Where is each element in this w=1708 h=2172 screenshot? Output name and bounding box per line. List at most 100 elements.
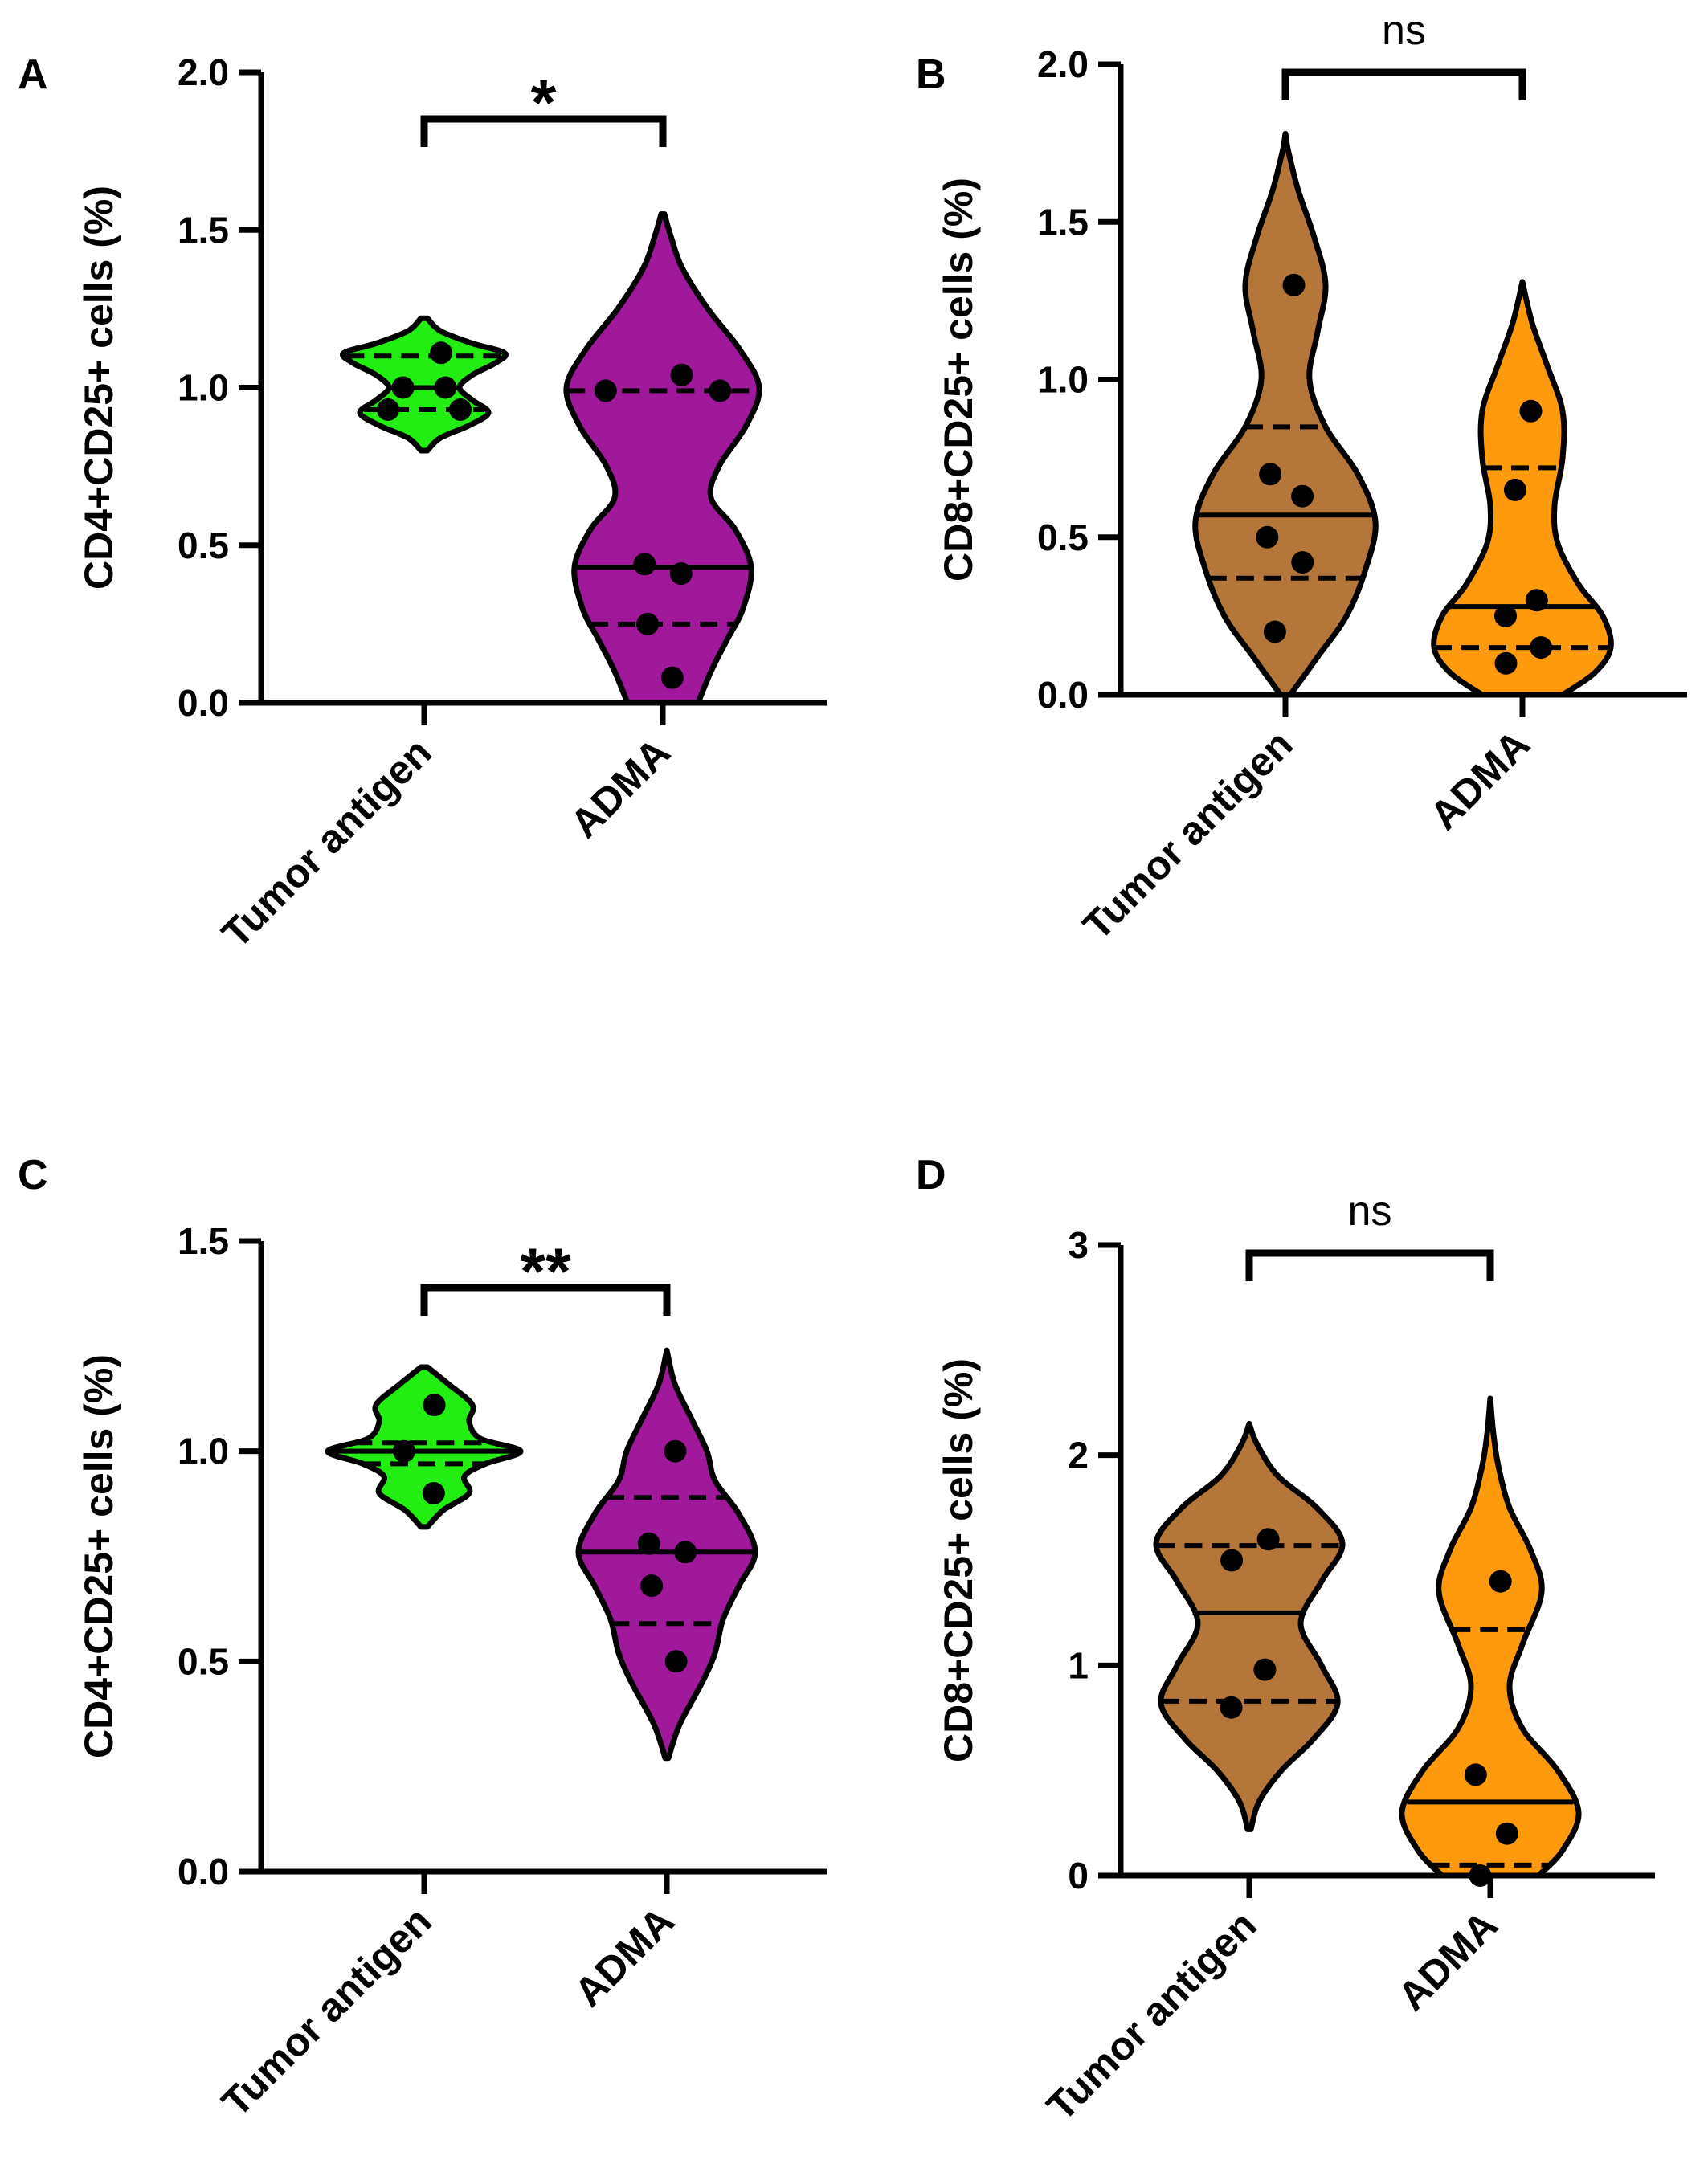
- y-tick-label: 1.0: [1037, 359, 1089, 401]
- data-point: [1220, 1549, 1244, 1572]
- y-tick-label: 1.0: [178, 1431, 229, 1472]
- violin-body: [325, 1364, 524, 1530]
- data-point: [669, 562, 693, 586]
- x-category-label: ADMA: [562, 729, 679, 847]
- panel-letter: D: [916, 1152, 946, 1198]
- y-tick-label: 1.5: [178, 209, 229, 251]
- x-category-label: ADMA: [1389, 1902, 1506, 2019]
- violin-adma: [1399, 1395, 1582, 1887]
- panel-a: A CD4+CD25+ cells (%) 0.0 0.5 1.0 1.5 2.0 Tumor…: [18, 51, 827, 957]
- x-category-label: Tumor antigen: [1074, 721, 1301, 949]
- data-point: [449, 398, 472, 421]
- significance-label: ns: [1348, 1188, 1392, 1235]
- y-tick-label: 1: [1068, 1644, 1089, 1686]
- data-point: [1282, 273, 1306, 296]
- y-tick-label: 0.0: [178, 682, 229, 724]
- x-category-label: Tumor antigen: [213, 1898, 440, 2125]
- data-point: [1519, 399, 1543, 423]
- data-point: [670, 363, 693, 386]
- violin-body: [1153, 1420, 1346, 1832]
- data-point: [636, 612, 660, 635]
- data-point: [640, 1574, 664, 1598]
- y-tick-label: 1.0: [178, 367, 229, 409]
- data-point: [1495, 1822, 1518, 1845]
- data-point: [430, 341, 452, 365]
- y-tick-label: 1.5: [1037, 201, 1089, 243]
- data-point: [1503, 478, 1526, 501]
- significance-bracket: [420, 115, 667, 147]
- x-category-label: Tumor antigen: [1038, 1902, 1265, 2129]
- y-tick-label: 2.0: [1037, 43, 1089, 85]
- data-point: [434, 376, 457, 399]
- violin-adma: [575, 1347, 758, 1762]
- panel-letter: B: [916, 51, 946, 98]
- panel-d: D CD8+CD25+ cells (%) 0 1 2 3 Tumor antigen ADM…: [916, 1152, 1655, 2129]
- data-point: [709, 379, 732, 402]
- data-point: [1494, 651, 1518, 675]
- data-point: [1220, 1696, 1243, 1719]
- violin-tumor-antigen: [1153, 1420, 1346, 1832]
- significance-bracket: [420, 1284, 671, 1316]
- data-point: [637, 1532, 660, 1555]
- data-point: [1263, 620, 1286, 643]
- panel-letter: C: [18, 1152, 48, 1198]
- data-point: [664, 1439, 687, 1463]
- data-point: [594, 379, 617, 402]
- significance-label: *: [531, 67, 557, 140]
- violin-tumor-antigen: [340, 315, 509, 454]
- data-point: [633, 553, 656, 576]
- violin-body: [563, 211, 762, 706]
- y-tick-label: 0.5: [178, 1640, 229, 1682]
- y-axis-title: CD4+CD25+ cells (%): [76, 1354, 121, 1758]
- violin-body: [1399, 1395, 1582, 1879]
- violin-tumor-antigen: [1192, 130, 1379, 698]
- data-point: [1525, 589, 1548, 612]
- y-axis-title: CD4+CD25+ cells (%): [76, 186, 121, 590]
- data-point: [664, 1650, 688, 1673]
- data-point: [1464, 1763, 1487, 1786]
- panel-c: C CD4+CD25+ cells (%) 0.0 0.5 1.0 1.5 Tumor an…: [18, 1152, 827, 2125]
- violin-body: [1192, 130, 1379, 698]
- data-point: [391, 376, 415, 399]
- panel-b: B CD8+CD25+ cells (%) 0.0 0.5 1.0 1.5 2.0 Tumor…: [916, 7, 1687, 949]
- significance-bracket: [1281, 68, 1526, 100]
- y-axis-title: CD8+CD25+ cells (%): [936, 1358, 981, 1762]
- significance-label: ns: [1382, 7, 1426, 54]
- data-point: [1259, 463, 1282, 486]
- data-point: [393, 1439, 415, 1463]
- violin-tumor-antigen: [325, 1364, 524, 1530]
- y-tick-label: 3: [1068, 1224, 1089, 1266]
- data-point: [377, 398, 399, 421]
- violin-body: [340, 315, 509, 454]
- data-point: [660, 666, 684, 689]
- data-point: [423, 1394, 446, 1417]
- y-tick-label: 0.0: [178, 1851, 229, 1892]
- data-point: [1530, 636, 1553, 659]
- data-point: [1256, 525, 1279, 549]
- data-point: [1256, 1528, 1280, 1551]
- data-point: [1489, 1570, 1512, 1593]
- data-point: [1291, 551, 1314, 574]
- y-tick-label: 1.5: [178, 1220, 229, 1262]
- violin-adma: [1431, 279, 1614, 698]
- violin-adma: [563, 211, 762, 706]
- x-category-label: ADMA: [1421, 721, 1538, 839]
- data-point: [1291, 484, 1314, 508]
- y-tick-label: 0: [1068, 1855, 1089, 1896]
- data-point: [1494, 604, 1517, 627]
- significance-label: **: [520, 1235, 571, 1309]
- data-point: [1253, 1658, 1277, 1681]
- x-category-label: Tumor antigen: [213, 729, 440, 957]
- y-tick-label: 0.5: [178, 525, 229, 566]
- panel-letter: A: [18, 51, 48, 98]
- y-tick-label: 0.5: [1037, 516, 1089, 558]
- y-axis-title: CD8+CD25+ cells (%): [936, 178, 981, 582]
- data-point: [422, 1482, 445, 1504]
- y-tick-label: 2: [1068, 1435, 1089, 1476]
- y-tick-label: 2.0: [178, 51, 229, 93]
- data-point: [674, 1541, 697, 1564]
- x-category-label: ADMA: [566, 1898, 683, 2015]
- y-tick-label: 0.0: [1037, 674, 1089, 716]
- significance-bracket: [1245, 1249, 1494, 1281]
